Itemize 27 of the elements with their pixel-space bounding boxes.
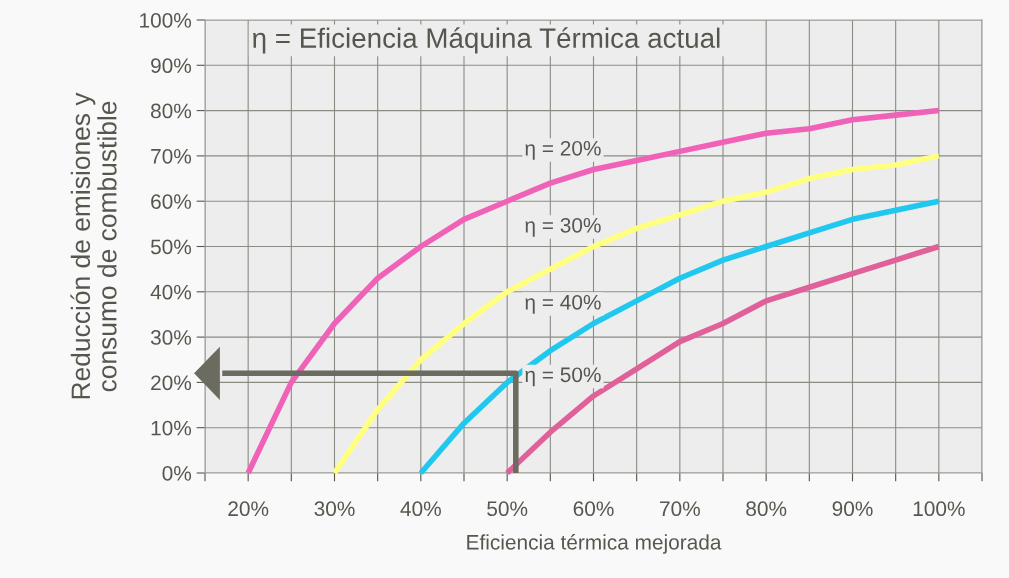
y-tick-label: 100%	[140, 13, 192, 28]
y-tick-label: 0%	[162, 466, 192, 481]
x-tick-label: 60%	[573, 501, 614, 517]
annotation: η = Eficiencia Máquina Térmica actual	[253, 27, 720, 54]
y-tick-label: 20%	[151, 375, 192, 391]
y-tick-label: 10%	[151, 420, 192, 436]
x-tick-label: 80%	[746, 501, 787, 517]
x-tick-label: 20%	[228, 501, 269, 517]
y-tick-label: 90%	[151, 58, 192, 74]
x-axis-title: Eficiencia térmica mejorada	[467, 534, 722, 554]
y-tick-label: 40%	[150, 284, 192, 300]
y-axis-title: Reducción de emisiones y consumo de combustible	[70, 92, 117, 399]
y-tick-label: 50%	[150, 239, 192, 255]
x-tick-label: 100%	[913, 501, 965, 517]
y-tick-label: 30%	[150, 330, 192, 345]
y-tick-label: 80%	[151, 103, 192, 119]
series-label: η = 30%	[525, 217, 601, 237]
x-tick-label: 50%	[487, 501, 528, 517]
series-label: η = 50%	[525, 367, 601, 387]
x-tick-label: 40%	[400, 501, 441, 517]
y-tick-label: 70%	[151, 148, 192, 164]
y-tick-label: 60%	[151, 194, 192, 209]
x-tick-label: 90%	[832, 501, 873, 517]
x-tick-label: 30%	[314, 501, 355, 517]
series-label: η = 40%	[525, 294, 601, 314]
x-tick-label: 70%	[660, 501, 700, 517]
series-label: η = 20%	[525, 140, 601, 160]
